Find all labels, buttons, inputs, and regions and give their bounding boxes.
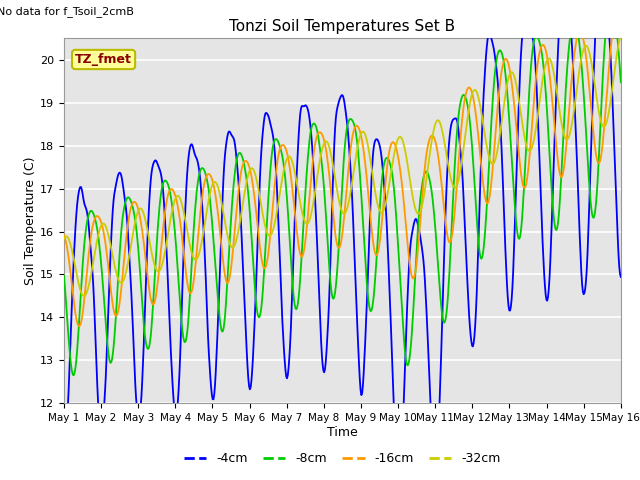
X-axis label: Time: Time bbox=[327, 426, 358, 439]
Text: TZ_fmet: TZ_fmet bbox=[75, 53, 132, 66]
Y-axis label: Soil Temperature (C): Soil Temperature (C) bbox=[24, 156, 37, 285]
Text: No data for f_Tsoil_2cmB: No data for f_Tsoil_2cmB bbox=[0, 6, 134, 16]
Legend: -4cm, -8cm, -16cm, -32cm: -4cm, -8cm, -16cm, -32cm bbox=[179, 447, 506, 470]
Title: Tonzi Soil Temperatures Set B: Tonzi Soil Temperatures Set B bbox=[229, 20, 456, 35]
